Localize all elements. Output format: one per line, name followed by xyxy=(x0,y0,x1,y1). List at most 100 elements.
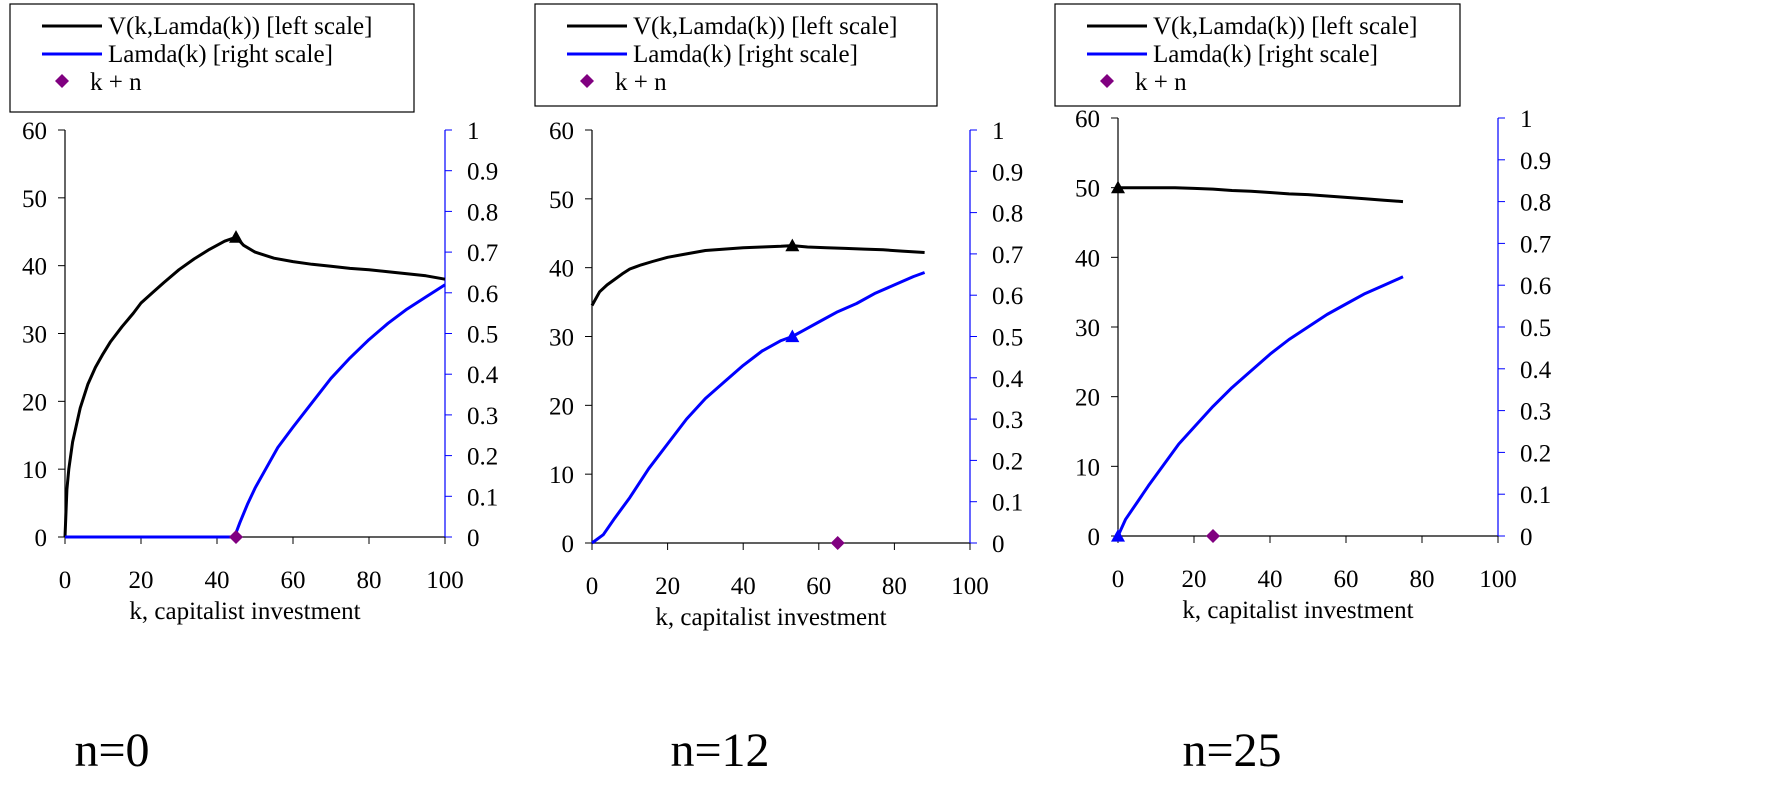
left-y-tick-label: 40 xyxy=(1075,245,1100,272)
value-series-line xyxy=(590,244,925,307)
k-plus-n-marker xyxy=(229,530,243,544)
optimum-marker xyxy=(229,230,243,243)
legend-swatch-k-plus-n xyxy=(580,74,594,88)
panel-label: n=25 xyxy=(1182,724,1281,777)
x-tick-label: 20 xyxy=(129,567,154,594)
left-y-tick-label: 50 xyxy=(1075,176,1100,203)
left-y-tick-label: 30 xyxy=(22,322,47,349)
right-y-tick-label: 0 xyxy=(1520,524,1533,551)
right-y-tick-label: 0.3 xyxy=(992,407,1023,434)
right-y-tick-label: 0.4 xyxy=(1520,357,1552,384)
lambda-series-line xyxy=(1116,275,1404,537)
right-y-tick-label: 0.3 xyxy=(467,403,498,430)
x-tick-label: 100 xyxy=(951,573,989,600)
left-y-tick-label: 30 xyxy=(549,325,574,352)
optimum-marker xyxy=(785,329,800,343)
chart-panel-3: 010203040506000.10.20.30.40.50.60.70.80.… xyxy=(1054,3,1552,777)
left-y-tick-label: 10 xyxy=(22,457,47,484)
left-y-tick-label: 0 xyxy=(562,531,575,558)
legend-label-value: V(k,Lamda(k)) [left scale] xyxy=(633,13,897,40)
right-y-tick-label: 0.6 xyxy=(467,281,498,308)
left-y-tick-label: 50 xyxy=(549,187,574,214)
right-y-tick-label: 0.1 xyxy=(1520,482,1551,509)
left-y-tick-label: 0 xyxy=(1088,524,1101,551)
right-y-tick-label: 0.9 xyxy=(467,159,498,186)
right-y-tick-label: 0.5 xyxy=(1520,315,1551,342)
right-y-tick-label: 0.8 xyxy=(1520,190,1551,217)
legend-swatch-k-plus-n xyxy=(55,74,69,88)
legend-label-lambda: Lamda(k) [right scale] xyxy=(108,41,333,68)
right-y-tick-label: 0.6 xyxy=(1520,273,1551,300)
left-y-tick-label: 20 xyxy=(1075,385,1100,412)
x-tick-label: 60 xyxy=(281,567,306,594)
x-axis-label: k, capitalist investment xyxy=(129,598,360,625)
panel-label: n=0 xyxy=(74,724,149,777)
right-y-tick-label: 1 xyxy=(992,118,1005,145)
right-y-tick-label: 0.7 xyxy=(1520,231,1551,258)
right-y-tick-label: 0.6 xyxy=(992,283,1023,310)
x-tick-label: 0 xyxy=(1112,566,1125,593)
left-y-tick-label: 20 xyxy=(549,393,574,420)
legend: V(k,Lamda(k)) [left scale]Lamda(k) [righ… xyxy=(1054,3,1461,107)
x-tick-label: 40 xyxy=(205,567,230,594)
left-y-tick-label: 0 xyxy=(35,525,48,552)
left-y-tick-label: 60 xyxy=(22,118,47,145)
x-tick-label: 0 xyxy=(59,567,72,594)
left-y-tick-label: 60 xyxy=(1075,106,1100,133)
chart-panel-2: 010203040506000.10.20.30.40.50.60.70.80.… xyxy=(534,3,1024,777)
right-y-tick-label: 0.7 xyxy=(992,242,1023,269)
right-y-tick-label: 0.1 xyxy=(467,484,498,511)
x-tick-label: 80 xyxy=(1410,566,1435,593)
x-tick-label: 100 xyxy=(426,567,464,594)
right-y-tick-label: 0.8 xyxy=(467,199,498,226)
value-series-line xyxy=(1118,186,1404,204)
optimum-marker xyxy=(1111,180,1125,194)
right-y-tick-label: 0.1 xyxy=(992,490,1023,517)
x-tick-label: 60 xyxy=(1334,566,1359,593)
x-tick-label: 60 xyxy=(806,573,831,600)
legend-swatch-k-plus-n xyxy=(1100,74,1114,88)
right-y-tick-label: 0.5 xyxy=(992,325,1023,352)
right-y-tick-label: 0.4 xyxy=(992,366,1024,393)
legend: V(k,Lamda(k)) [left scale]Lamda(k) [righ… xyxy=(534,3,938,107)
x-tick-label: 80 xyxy=(357,567,382,594)
chart-panel-1: 010203040506000.10.20.30.40.50.60.70.80.… xyxy=(9,3,499,777)
legend: V(k,Lamda(k)) [left scale]Lamda(k) [righ… xyxy=(9,3,415,113)
legend-label-k-plus-n: k + n xyxy=(615,69,667,96)
left-y-tick-label: 10 xyxy=(1075,454,1100,481)
optimum-marker xyxy=(1111,529,1125,542)
x-tick-label: 80 xyxy=(882,573,907,600)
right-y-tick-label: 0.2 xyxy=(992,448,1023,475)
right-y-tick-label: 0 xyxy=(467,525,480,552)
legend-box xyxy=(9,3,415,113)
legend-label-value: V(k,Lamda(k)) [left scale] xyxy=(1153,13,1417,40)
right-y-tick-label: 0.7 xyxy=(467,240,498,267)
right-y-tick-label: 1 xyxy=(467,118,480,145)
value-series-line xyxy=(63,235,446,538)
x-tick-label: 20 xyxy=(655,573,680,600)
left-y-tick-label: 50 xyxy=(22,186,47,213)
legend-label-lambda: Lamda(k) [right scale] xyxy=(633,41,858,68)
right-y-tick-label: 0 xyxy=(992,531,1005,558)
right-y-tick-label: 0.9 xyxy=(992,159,1023,186)
legend-label-k-plus-n: k + n xyxy=(90,69,142,96)
left-y-tick-label: 30 xyxy=(1075,315,1100,342)
x-tick-label: 40 xyxy=(731,573,756,600)
right-y-tick-label: 0.5 xyxy=(467,322,498,349)
x-tick-label: 40 xyxy=(1258,566,1283,593)
panel-label: n=12 xyxy=(670,724,769,777)
k-plus-n-marker xyxy=(1206,529,1220,543)
right-y-tick-label: 1 xyxy=(1520,106,1533,133)
left-y-tick-label: 40 xyxy=(549,256,574,283)
legend-label-value: V(k,Lamda(k)) [left scale] xyxy=(108,13,372,40)
x-tick-label: 20 xyxy=(1182,566,1207,593)
right-y-tick-label: 0.2 xyxy=(467,444,498,471)
optimum-marker xyxy=(785,238,800,252)
left-y-tick-label: 60 xyxy=(549,118,574,145)
left-y-tick-label: 10 xyxy=(549,462,574,489)
x-axis-label: k, capitalist investment xyxy=(655,604,886,631)
lambda-series-line xyxy=(591,271,926,545)
right-y-tick-label: 0.4 xyxy=(467,362,499,389)
k-plus-n-marker xyxy=(830,536,845,550)
